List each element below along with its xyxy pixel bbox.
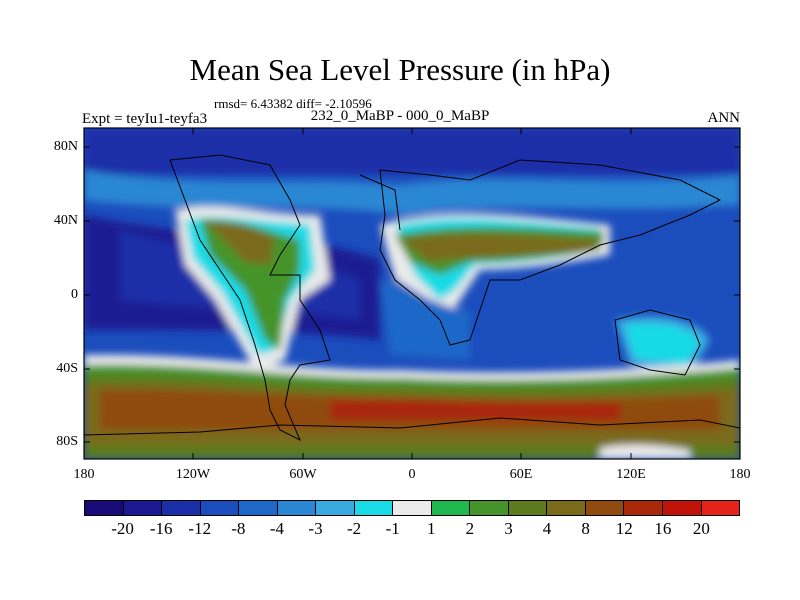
arctic-low [84, 128, 740, 174]
colorbar-cell [624, 501, 663, 515]
y-tick-80n: 80N [53, 139, 78, 154]
colorbar-cell [239, 501, 278, 515]
colorbar-cell [200, 501, 240, 515]
colorbar-cell [162, 501, 201, 515]
colorbar-label: -12 [188, 519, 212, 538]
stats-text: rmsd= 6.43382 diff= -2.10596 [214, 96, 372, 111]
colorbar-label: -4 [269, 519, 285, 538]
colorbar-cell [508, 501, 548, 515]
colorbar-label: 12 [615, 519, 633, 538]
colorbar-cell [123, 501, 163, 515]
colorbar-label: -20 [111, 519, 134, 538]
colorbar-label: -2 [347, 519, 362, 538]
x-tick-0: 0 [408, 467, 416, 482]
colorbar [84, 500, 740, 516]
y-tick-0: 0 [71, 287, 78, 302]
colorbar-cell [277, 501, 317, 515]
eurasia-brown [400, 233, 600, 262]
colorbar-cell [662, 501, 702, 515]
southern-red [330, 399, 620, 420]
colorbar-label: -16 [149, 519, 173, 538]
colorbar-label: 2 [465, 519, 475, 538]
x-tick-120w: 120W [175, 467, 211, 482]
colorbar-label: 4 [542, 519, 552, 538]
x-tick-180w: 180 [73, 467, 95, 482]
americas-green [200, 219, 300, 350]
colorbar-label: 8 [581, 519, 590, 538]
colorbar-label: -3 [308, 519, 323, 538]
coastlines [84, 154, 740, 442]
colorbar-cell [354, 501, 394, 515]
colorbar-label: 1 [427, 519, 436, 538]
y-tick-80s: 80S [56, 434, 78, 449]
x-tick-60w: 60W [289, 467, 317, 482]
experiment-label: Expt = teyIu1-teyfa3 [82, 111, 208, 127]
colorbar-cell [470, 501, 509, 515]
x-tick-60e: 60E [509, 467, 533, 482]
colorbar-label: 3 [504, 519, 513, 538]
y-tick-40s: 40S [56, 361, 78, 376]
y-tick-40n: 40N [53, 213, 78, 228]
colorbar-cell [431, 501, 471, 515]
colorbar-label: -8 [231, 519, 246, 538]
antarctic-white [600, 444, 690, 459]
map-ticks [84, 128, 740, 459]
colorbar-cell [547, 501, 586, 515]
season-label: ANN [707, 110, 741, 126]
colorbar-cell [585, 501, 625, 515]
australia-cyan [625, 323, 700, 365]
colorbar-cell [85, 501, 124, 515]
colorbar-cell [393, 501, 432, 515]
colorbar-cell [316, 501, 355, 515]
colorbar-label: -1 [385, 519, 400, 538]
colorbar-label: 20 [692, 519, 710, 538]
x-tick-120e: 120E [616, 467, 646, 482]
page-title: Mean Sea Level Pressure (in hPa) [189, 52, 611, 87]
north-band-light [84, 170, 740, 215]
americas-brown [205, 221, 275, 265]
colorbar-cell [701, 501, 740, 515]
x-tick-180e: 180 [729, 467, 751, 482]
colorbar-label: 16 [654, 519, 672, 538]
period-label: 232_0_MaBP - 000_0_MaBP [310, 108, 490, 124]
